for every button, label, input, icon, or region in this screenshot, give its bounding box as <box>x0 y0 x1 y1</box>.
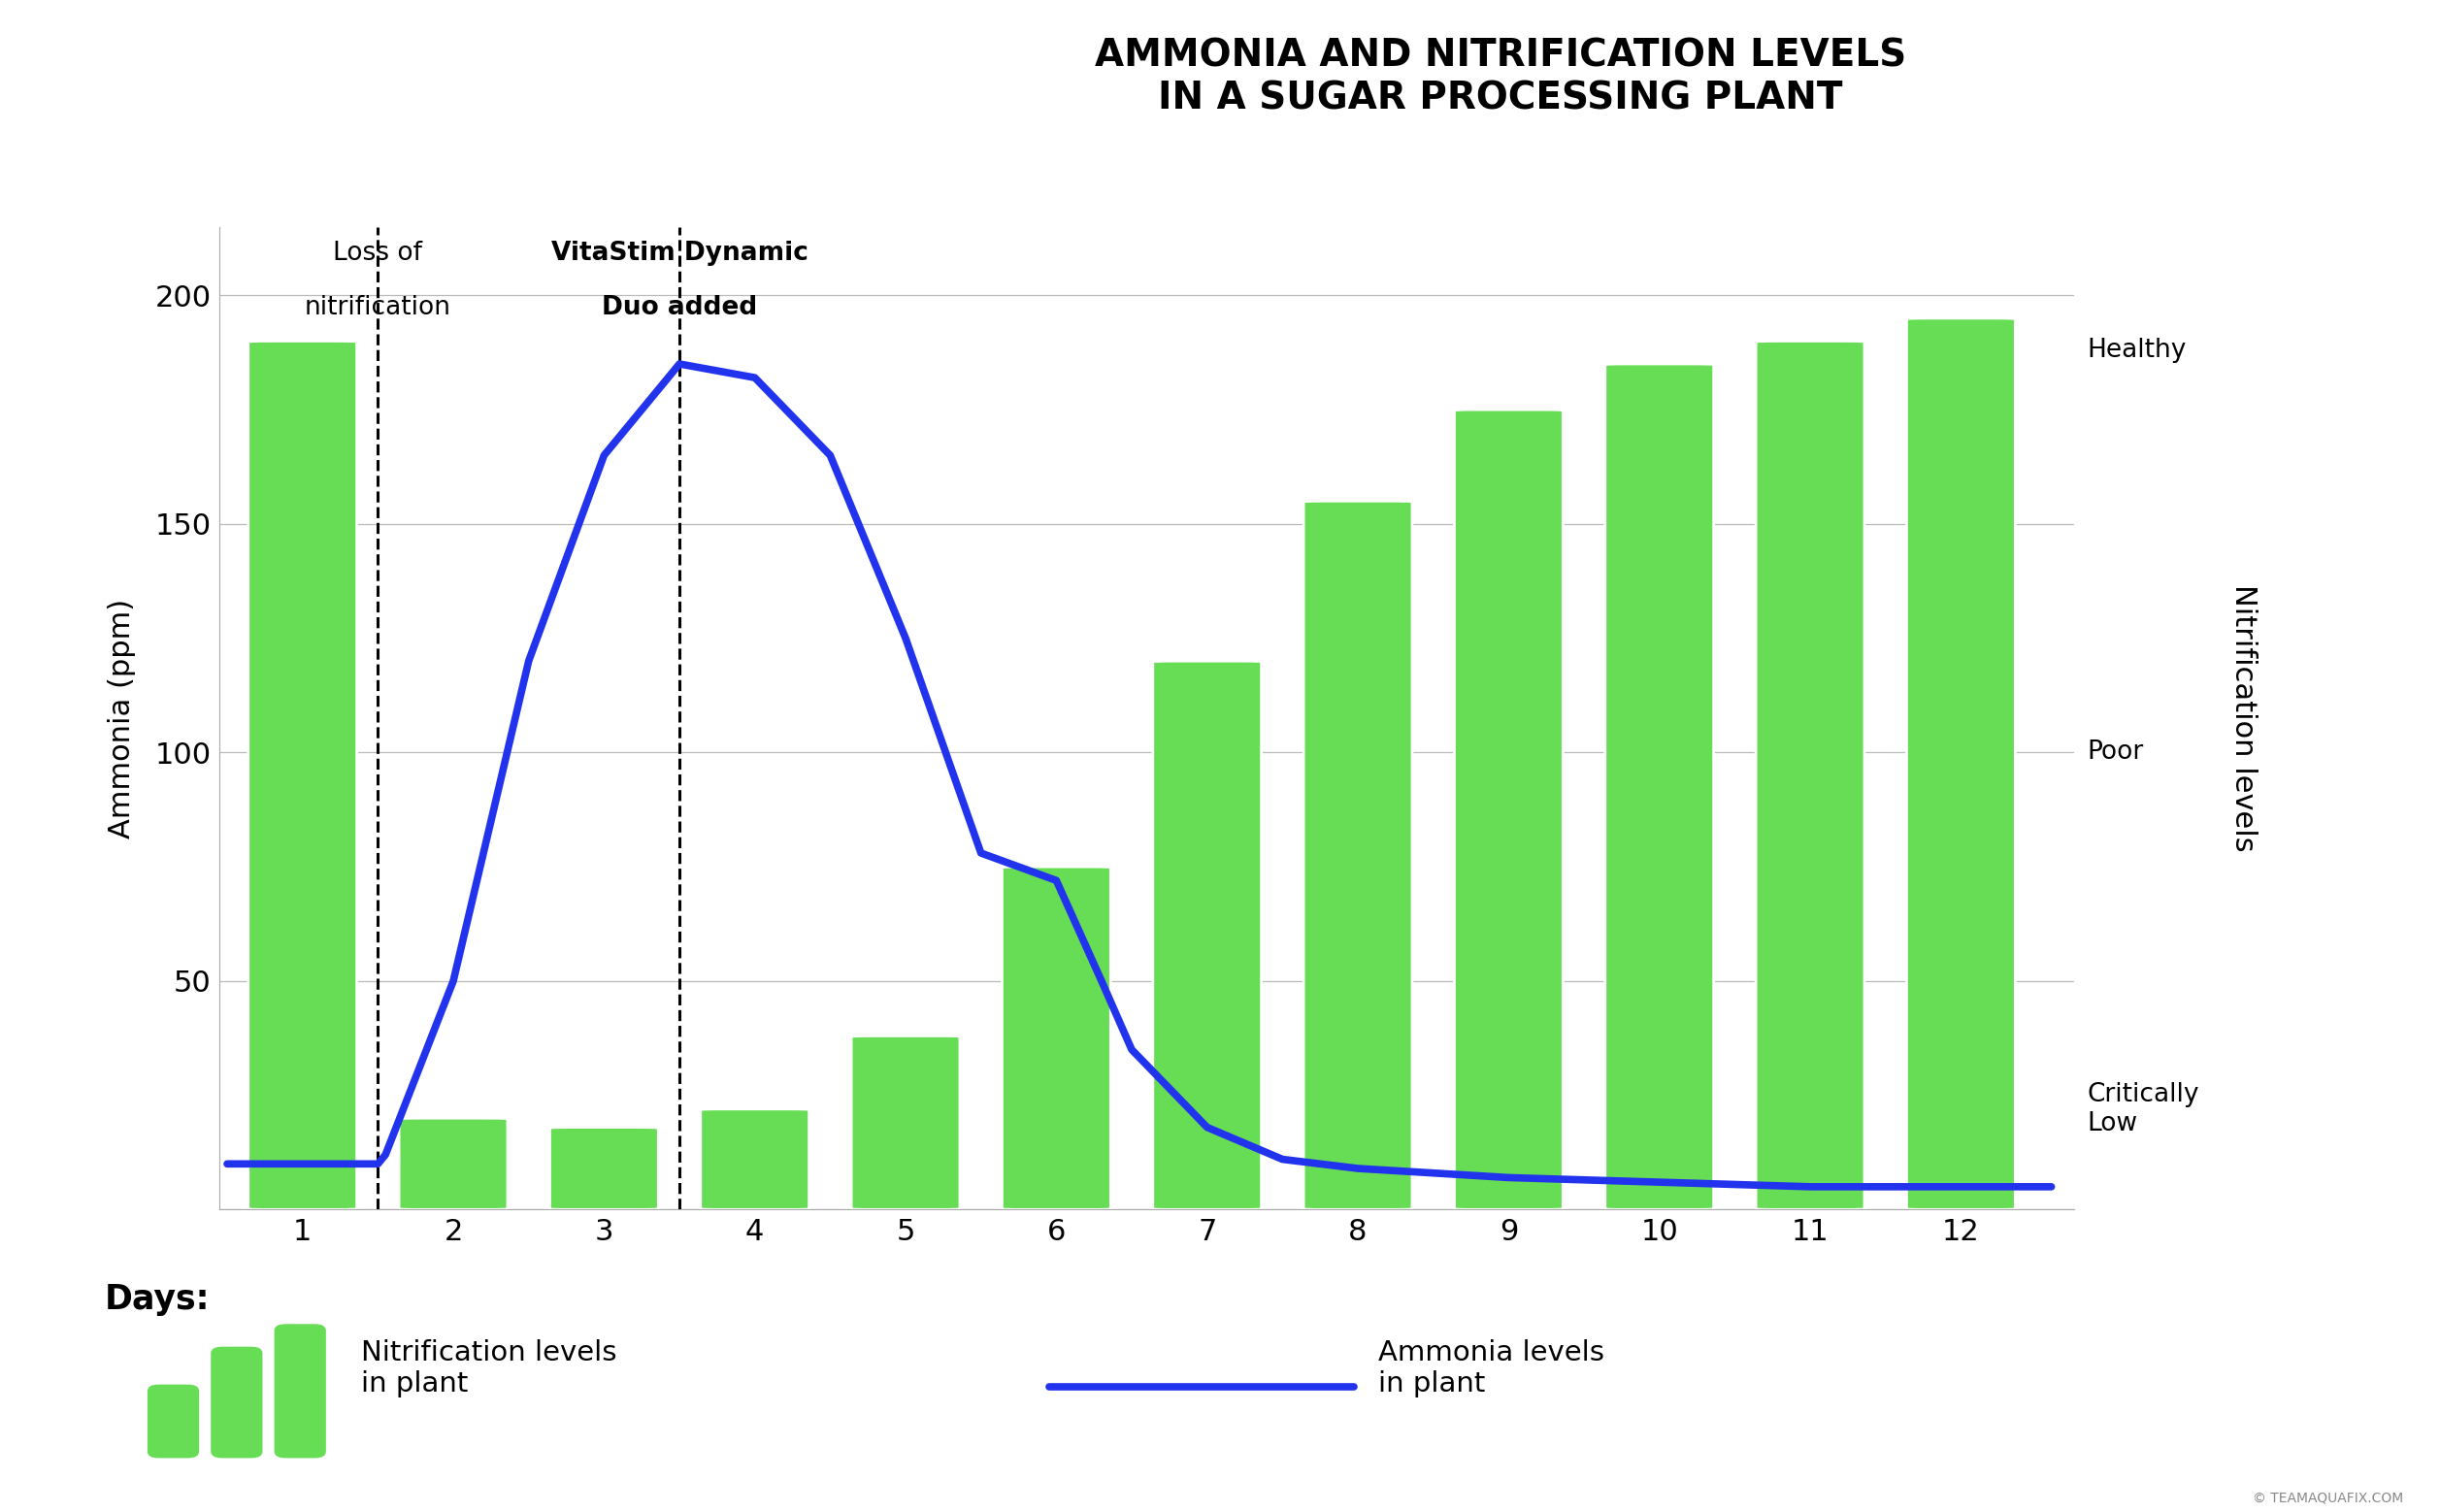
FancyBboxPatch shape <box>1757 342 1864 1210</box>
FancyBboxPatch shape <box>1906 318 2015 1210</box>
Text: Loss of: Loss of <box>334 240 422 266</box>
Text: Nitrification levels
in plant: Nitrification levels in plant <box>361 1340 617 1397</box>
Text: nitrification: nitrification <box>305 295 451 321</box>
FancyBboxPatch shape <box>400 1119 508 1210</box>
Y-axis label: Ammonia (ppm): Ammonia (ppm) <box>107 599 137 838</box>
Text: © TEAMAQUAFIX.COM: © TEAMAQUAFIX.COM <box>2252 1491 2403 1504</box>
Y-axis label: Nitrification levels: Nitrification levels <box>2230 585 2257 851</box>
FancyBboxPatch shape <box>1303 500 1413 1210</box>
FancyBboxPatch shape <box>1454 410 1564 1210</box>
FancyBboxPatch shape <box>852 1036 959 1210</box>
Text: Duo added: Duo added <box>603 295 756 321</box>
Text: Ammonia levels
in plant: Ammonia levels in plant <box>1379 1340 1606 1397</box>
FancyBboxPatch shape <box>1152 661 1261 1210</box>
FancyBboxPatch shape <box>249 342 356 1210</box>
Text: AMMONIA AND NITRIFICATION LEVELS
IN A SUGAR PROCESSING PLANT: AMMONIA AND NITRIFICATION LEVELS IN A SU… <box>1096 38 1906 118</box>
FancyBboxPatch shape <box>1606 364 1713 1210</box>
Text: VitaStim Dynamic: VitaStim Dynamic <box>551 240 808 266</box>
Text: Days:: Days: <box>105 1284 210 1317</box>
FancyBboxPatch shape <box>700 1108 810 1210</box>
FancyBboxPatch shape <box>1003 866 1110 1210</box>
FancyBboxPatch shape <box>549 1128 659 1210</box>
